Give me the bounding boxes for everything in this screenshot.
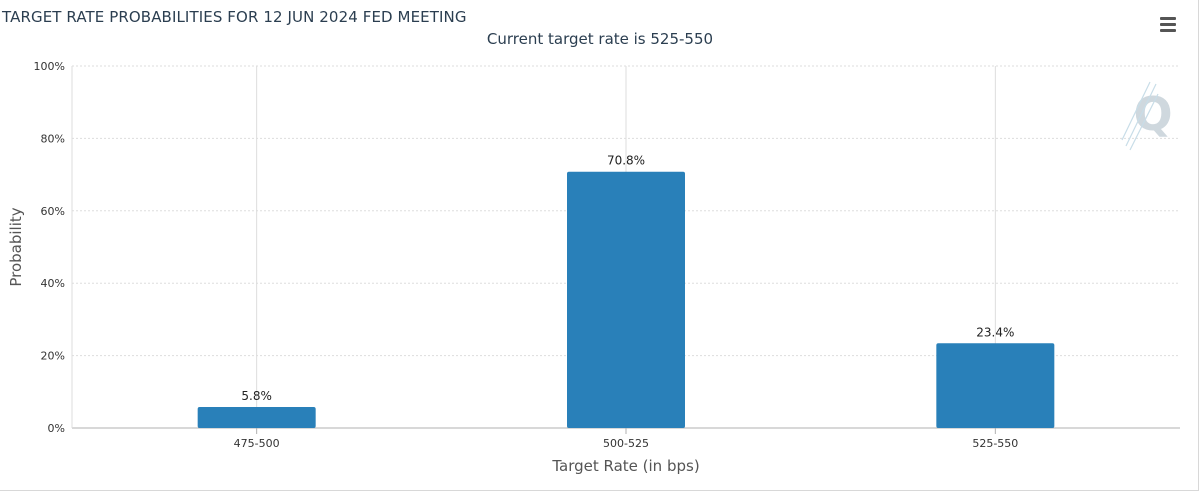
y-tick-label: 60% — [41, 205, 65, 218]
y-axis-title: Probability — [7, 207, 25, 286]
watermark-logo: Q — [1121, 81, 1173, 151]
menu-line — [1160, 23, 1176, 26]
x-axis-title: Target Rate (in bps) — [551, 457, 699, 475]
bar-525-550 — [936, 343, 1055, 428]
x-tick-label: 525-550 — [972, 437, 1018, 450]
menu-line — [1160, 29, 1176, 32]
y-tick-label: 100% — [34, 60, 65, 73]
bar-500-525 — [567, 171, 685, 429]
data-label: 70.8% — [607, 154, 645, 168]
y-tick-label: 0% — [48, 422, 65, 435]
watermark-letter: Q — [1133, 87, 1172, 141]
data-label: 5.8% — [241, 389, 272, 403]
bar-475-500 — [197, 407, 316, 428]
hamburger-menu-icon[interactable] — [1157, 14, 1179, 34]
chart-title: TARGET RATE PROBABILITIES FOR 12 JUN 202… — [2, 8, 467, 26]
menu-line — [1160, 17, 1176, 20]
x-tick-label: 475-500 — [234, 437, 280, 450]
x-tick-label: 500-525 — [603, 437, 649, 450]
y-tick-label: 80% — [41, 132, 65, 145]
y-tick-label: 20% — [41, 350, 65, 363]
data-label: 23.4% — [976, 325, 1014, 339]
y-tick-label: 40% — [41, 277, 65, 290]
chart-subtitle: Current target rate is 525-550 — [486, 30, 714, 48]
